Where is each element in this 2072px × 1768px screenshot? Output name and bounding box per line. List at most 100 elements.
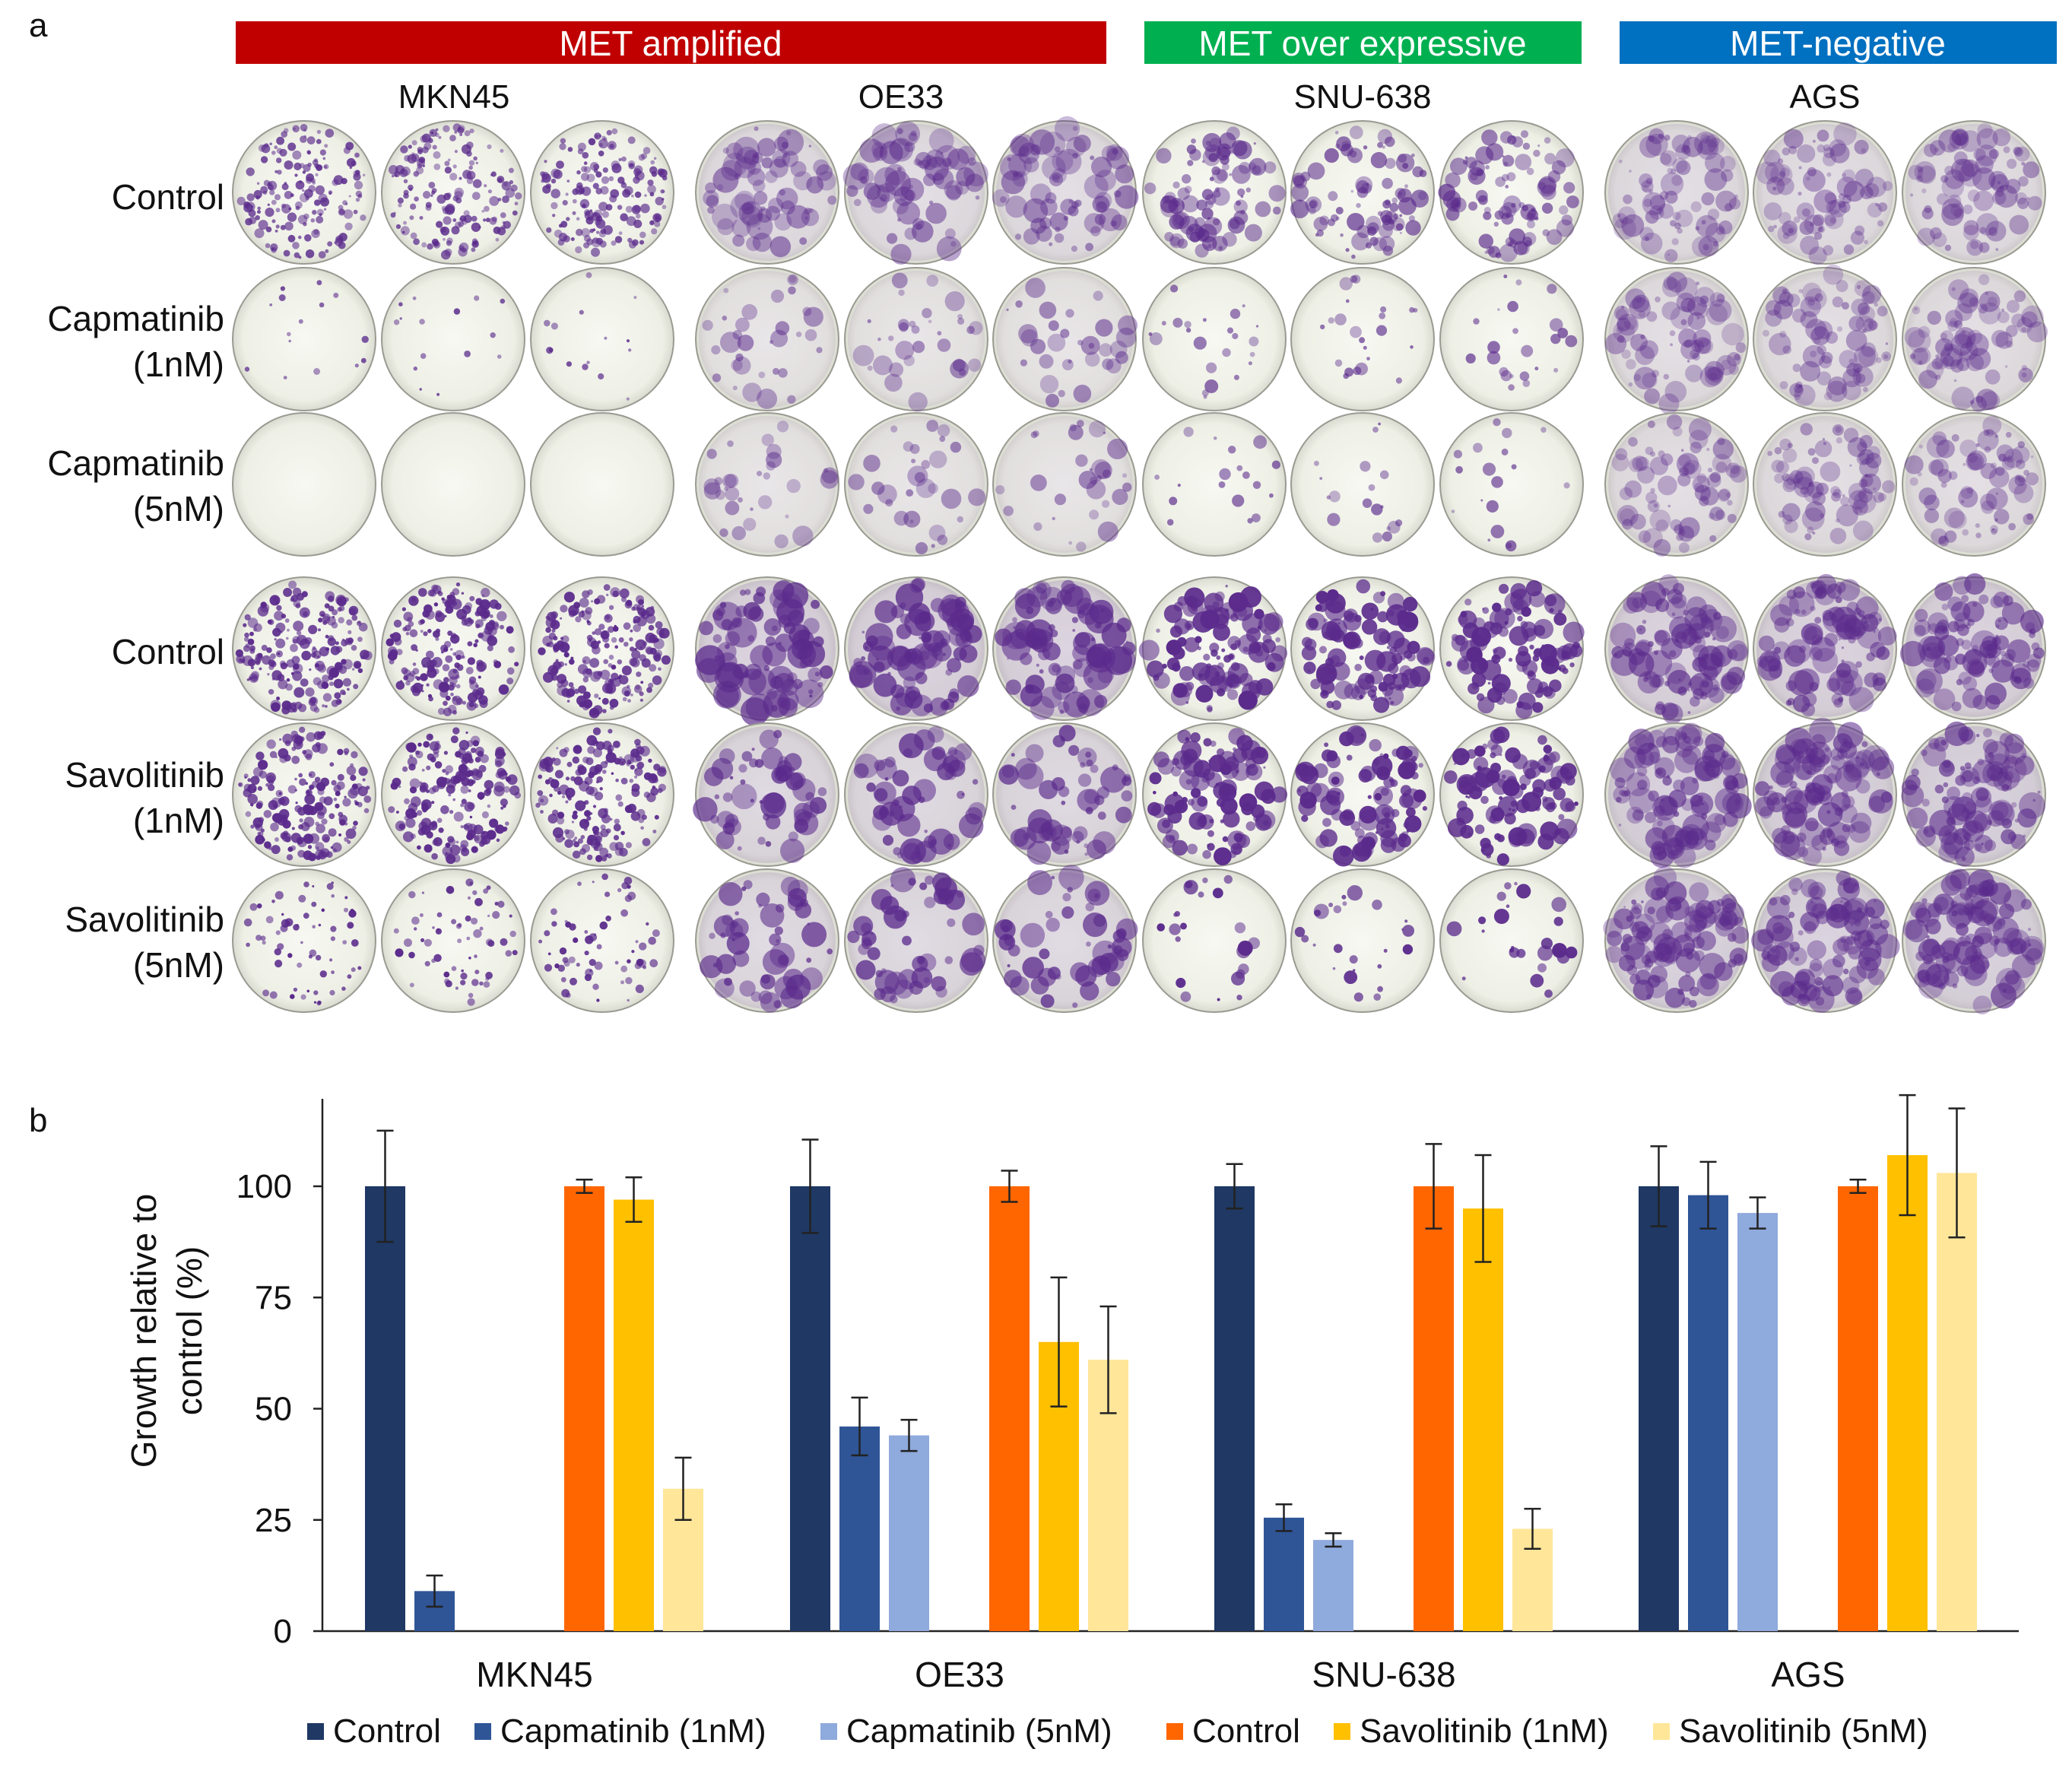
- colony: [1648, 128, 1665, 144]
- colony: [635, 213, 641, 219]
- colony: [260, 156, 268, 163]
- colony: [408, 595, 419, 606]
- colony: [1944, 530, 1957, 543]
- colony: [1045, 597, 1062, 614]
- colony: [1039, 823, 1057, 841]
- colony: [442, 664, 450, 671]
- colony: [1996, 189, 2004, 198]
- colony: [1932, 232, 1947, 247]
- colony: [1232, 165, 1251, 184]
- colony: [1115, 351, 1128, 364]
- colony: [640, 203, 650, 214]
- colony: [591, 600, 594, 603]
- colony: [1478, 195, 1488, 205]
- colony: [322, 693, 332, 702]
- colony: [887, 233, 898, 244]
- colony: [257, 786, 262, 791]
- colony: [874, 167, 900, 193]
- colony: [1855, 225, 1865, 236]
- colony: [1652, 370, 1659, 378]
- colony: [270, 653, 276, 659]
- colony: [1909, 477, 1918, 486]
- colony: [1862, 284, 1882, 304]
- colony: [1538, 176, 1557, 195]
- colony: [1621, 349, 1631, 359]
- colony-dish: [844, 576, 988, 721]
- colony: [1707, 366, 1724, 383]
- colony: [265, 243, 271, 249]
- colony: [492, 621, 499, 628]
- colony: [1677, 473, 1691, 487]
- colony: [358, 622, 368, 632]
- colony: [1526, 635, 1530, 638]
- colony: [1350, 325, 1362, 338]
- colony: [867, 184, 890, 208]
- colony: [2025, 472, 2039, 486]
- colony: [1861, 474, 1874, 487]
- colony-dish: [1142, 267, 1287, 411]
- colony: [508, 167, 514, 173]
- colony: [476, 661, 487, 671]
- colony: [305, 753, 313, 760]
- colony: [1242, 304, 1245, 308]
- cell-line-label-mkn45: MKN45: [398, 78, 510, 116]
- colony: [2029, 631, 2036, 639]
- colony: [760, 792, 787, 819]
- colony: [636, 671, 642, 678]
- colony: [329, 762, 335, 767]
- colony: [1023, 227, 1040, 245]
- colony: [598, 151, 604, 157]
- colony: [274, 638, 277, 641]
- group-label-met-negative: MET-negative: [1730, 24, 1946, 63]
- colony: [1696, 473, 1707, 484]
- colony: [545, 615, 550, 620]
- colony: [1680, 776, 1699, 795]
- colony: [1359, 655, 1364, 660]
- colony: [1499, 754, 1502, 757]
- colony: [418, 157, 426, 163]
- colony: [1512, 135, 1515, 138]
- colony: [962, 640, 966, 644]
- colony: [287, 332, 291, 337]
- colony-dish: [530, 412, 674, 557]
- colony: [484, 205, 490, 212]
- colony: [1252, 513, 1261, 522]
- colony: [722, 152, 747, 177]
- colony: [1973, 190, 1994, 211]
- colony: [1368, 484, 1376, 491]
- colony: [2021, 161, 2026, 166]
- colony: [403, 179, 408, 184]
- colony: [331, 621, 338, 629]
- colony: [888, 335, 894, 341]
- colony: [1228, 728, 1245, 745]
- colony: [537, 790, 544, 796]
- colony: [1149, 772, 1162, 785]
- colony: [1637, 466, 1655, 484]
- colony: [267, 203, 270, 206]
- colony: [342, 798, 351, 807]
- colony: [1385, 604, 1407, 626]
- colony: [922, 155, 938, 170]
- colony: [1560, 763, 1577, 780]
- colony: [1862, 386, 1868, 392]
- colony: [598, 808, 608, 819]
- colony: [1975, 144, 1997, 167]
- colony: [553, 661, 561, 670]
- colony: [389, 659, 395, 665]
- colony: [1955, 653, 1966, 665]
- colony: [305, 249, 315, 259]
- colony: [1694, 657, 1705, 668]
- colony: [1476, 169, 1483, 176]
- colony: [583, 827, 588, 831]
- colony: [424, 604, 433, 614]
- colony: [2002, 595, 2013, 606]
- colony: [2026, 196, 2030, 201]
- colony: [1818, 791, 1832, 805]
- colony: [1853, 490, 1877, 514]
- colony: [405, 632, 410, 636]
- colony: [1661, 453, 1674, 466]
- colony: [603, 659, 608, 665]
- colony: [567, 796, 572, 801]
- colony: [1206, 362, 1217, 373]
- colony: [280, 224, 286, 230]
